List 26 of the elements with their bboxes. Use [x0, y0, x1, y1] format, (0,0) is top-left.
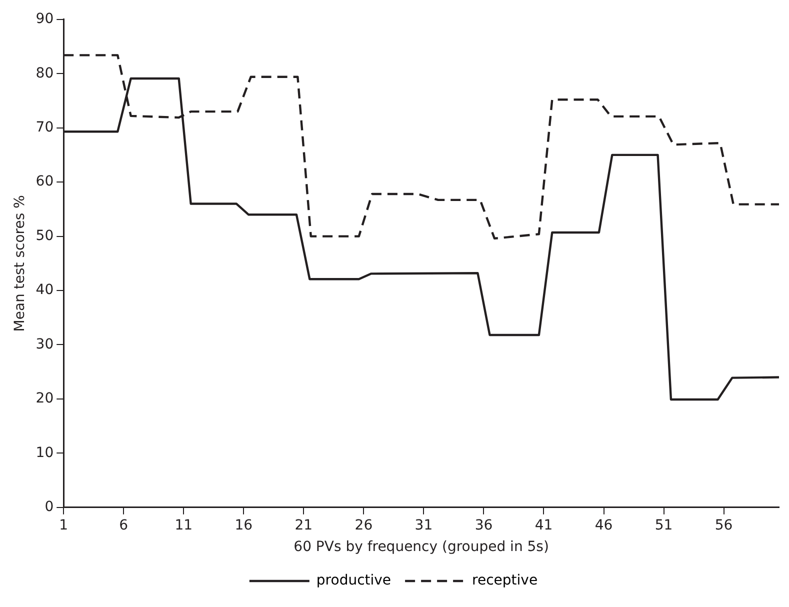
y-tick-label: 30 [36, 336, 54, 352]
x-tick-label: 1 [59, 517, 68, 534]
x-tick-label: 36 [474, 517, 493, 534]
y-tick-label: 50 [36, 228, 54, 244]
legend-label: receptive [472, 572, 538, 589]
y-tick-label: 10 [36, 444, 54, 461]
x-tick-label: 56 [714, 517, 733, 534]
legend-label: productive [316, 572, 392, 589]
x-tick-label: 46 [594, 517, 613, 534]
x-tick-label: 41 [534, 517, 553, 534]
x-tick-label: 31 [414, 517, 433, 534]
x-tick-label: 6 [119, 517, 128, 534]
y-tick-label: 60 [36, 174, 54, 190]
x-tick-label: 11 [174, 517, 193, 534]
y-axis-title: Mean test scores % [12, 195, 28, 332]
y-tick-label: 20 [36, 390, 54, 407]
y-tick-label: 80 [36, 65, 54, 82]
x-axis-title: 60 PVs by frequency (grouped in 5s) [294, 539, 549, 556]
x-tick-label: 21 [294, 517, 313, 534]
x-tick-label: 16 [234, 517, 253, 534]
x-tick-label: 26 [354, 517, 373, 534]
y-tick-label: 0 [44, 499, 54, 516]
y-tick-label: 90 [36, 11, 54, 28]
x-tick-label: 51 [654, 517, 673, 534]
y-tick-label: 40 [36, 282, 54, 298]
y-tick-label: 70 [36, 119, 54, 136]
